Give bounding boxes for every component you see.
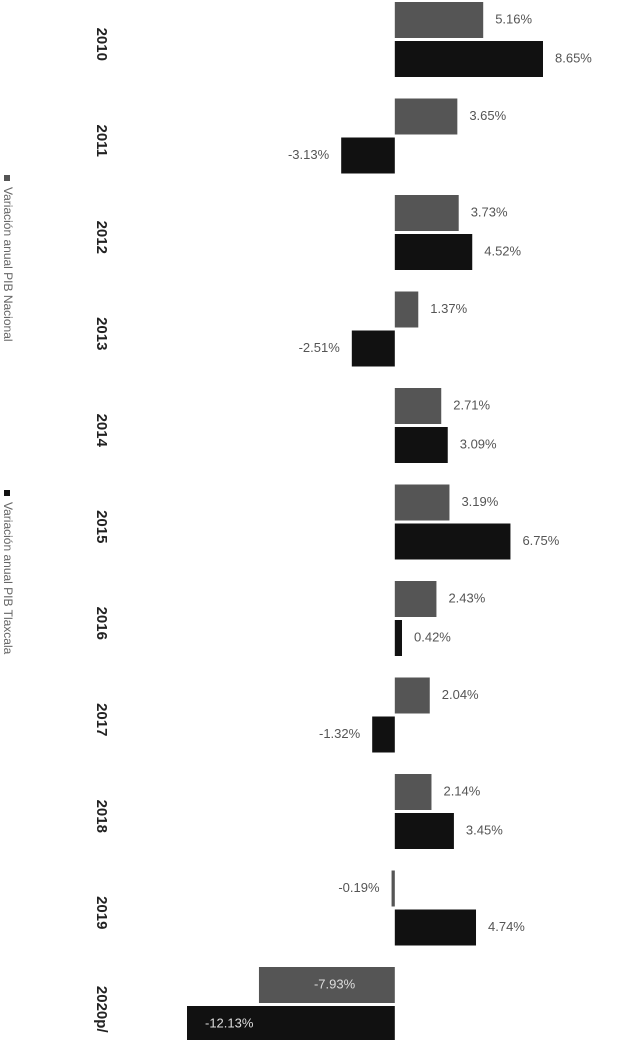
category-label: 2016: [93, 607, 110, 640]
bar: [394, 291, 419, 328]
bar: [394, 41, 543, 77]
value-label: 5.16%: [495, 11, 532, 26]
value-label: -12.13%: [205, 1015, 254, 1030]
bar: [394, 677, 430, 714]
legend-label: Variación anual PIB Tlaxcala: [1, 502, 15, 655]
category-label: 2019: [93, 896, 110, 929]
bar: [394, 484, 450, 521]
category-label: 2012: [93, 221, 110, 254]
value-label: 8.65%: [555, 50, 592, 65]
bar: [394, 813, 454, 849]
legend-label: Variación anual PIB Nacional: [1, 187, 15, 342]
category-label: 2015: [93, 510, 110, 543]
value-label: 1.37%: [430, 301, 467, 316]
bar: [394, 427, 448, 463]
bar: [394, 909, 477, 946]
bar: [394, 388, 442, 424]
value-label: 2.04%: [442, 687, 479, 702]
category-label: 2010: [93, 28, 110, 61]
value-label: 6.75%: [522, 533, 559, 548]
legend-marker: [4, 175, 10, 181]
value-label: 3.09%: [460, 436, 497, 451]
value-label: 3.45%: [466, 822, 503, 837]
bar: [394, 234, 473, 270]
value-label: 2.43%: [448, 590, 485, 605]
bar: [258, 967, 395, 1003]
value-label: -3.13%: [288, 147, 330, 162]
bar: [341, 137, 395, 174]
value-label: -7.93%: [314, 976, 356, 991]
category-label: 2013: [93, 317, 110, 350]
category-label: 2020p/: [93, 986, 110, 1034]
bar: [187, 1006, 395, 1040]
value-label: -1.32%: [319, 726, 361, 741]
value-label: 4.52%: [484, 243, 521, 258]
value-label: 0.42%: [414, 629, 451, 644]
bar: [394, 581, 437, 617]
category-label: 2017: [93, 703, 110, 736]
category-label: 2014: [93, 414, 110, 448]
value-label: 3.65%: [469, 108, 506, 123]
bar: [394, 98, 458, 135]
value-label: 2.14%: [443, 783, 480, 798]
bar: [394, 774, 432, 810]
bar: [372, 716, 395, 753]
value-label: -0.19%: [338, 880, 380, 895]
value-label: 2.71%: [453, 397, 490, 412]
bar: [351, 330, 395, 367]
category-label: 2018: [93, 800, 110, 833]
bar: [394, 620, 403, 656]
bar: [394, 2, 484, 38]
value-label: 4.74%: [488, 919, 525, 934]
bar: [394, 523, 511, 560]
value-label: 3.19%: [461, 494, 498, 509]
bar: [394, 195, 459, 231]
category-label: 2011: [93, 124, 110, 157]
value-label: -2.51%: [299, 340, 341, 355]
value-label: 3.73%: [471, 204, 508, 219]
bar: [391, 870, 395, 907]
legend-marker: [4, 490, 10, 496]
